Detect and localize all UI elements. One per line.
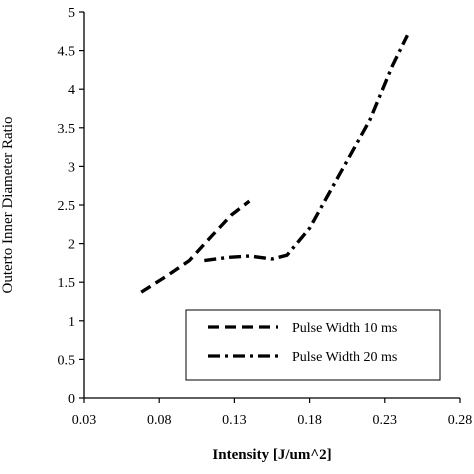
legend: Pulse Width 10 ms Pulse Width 20 ms	[185, 309, 441, 381]
x-ticks: 0.03 0.08 0.13 0.18 0.23 0.28	[72, 398, 473, 428]
series-layer	[140, 34, 409, 294]
y-tick-label: 3.5	[58, 122, 76, 137]
y-axis-title: Outerto Inner Diameter Ratio	[0, 116, 16, 293]
series-line-2	[204, 34, 409, 263]
x-tick-label: 0.13	[222, 413, 247, 428]
y-tick-label: 3	[68, 160, 75, 175]
y-tick-label: 0.5	[58, 353, 76, 368]
y-tick-label: 1	[68, 315, 75, 330]
y-tick-label: 2.5	[58, 199, 76, 214]
x-tick-label: 0.03	[72, 413, 97, 428]
x-tick-label: 0.23	[373, 413, 398, 428]
y-tick-label: 5	[68, 6, 75, 21]
legend-label-pulse-10: Pulse Width 10 ms	[292, 321, 397, 336]
y-tick-label: 1.5	[58, 276, 76, 291]
y-tick-label: 2	[68, 238, 75, 253]
y-tick-label: 4	[68, 83, 75, 98]
legend-box	[185, 309, 441, 381]
y-tick-label: 4.5	[58, 45, 76, 60]
y-ticks: 0 0.5 1 1.5 2 2.5 3 3.5 4 4.5 5	[58, 6, 84, 407]
x-tick-label: 0.08	[147, 413, 172, 428]
x-axis-title: Intensity [J/um^2]	[212, 447, 331, 463]
series-line-1	[140, 199, 251, 294]
y-tick-label: 0	[68, 392, 75, 407]
x-tick-label: 0.18	[297, 413, 322, 428]
x-tick-label: 0.28	[448, 413, 473, 428]
legend-label-pulse-20: Pulse Width 20 ms	[292, 350, 397, 365]
